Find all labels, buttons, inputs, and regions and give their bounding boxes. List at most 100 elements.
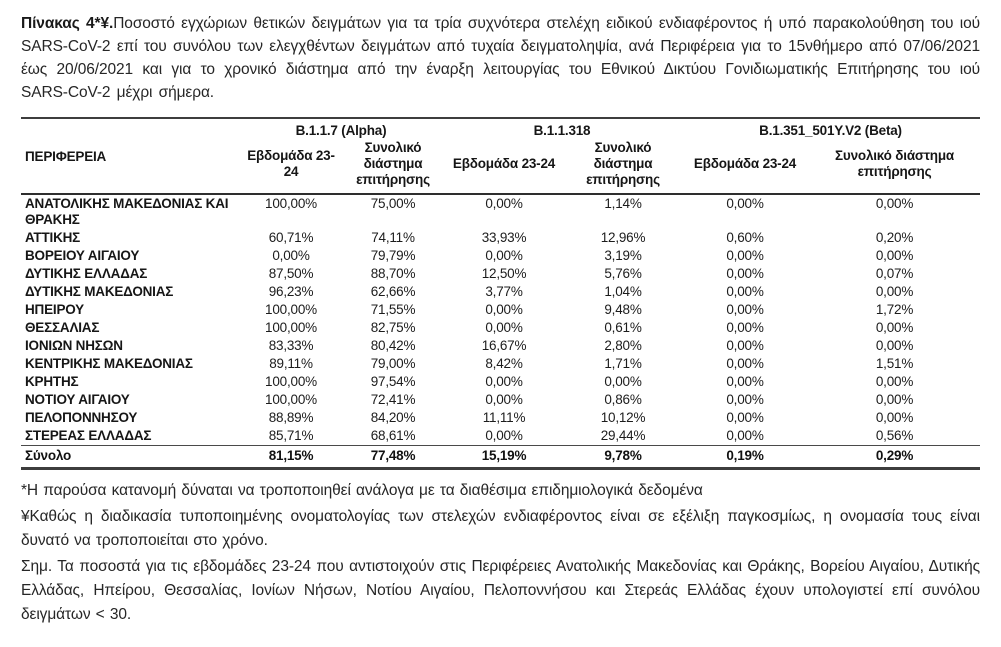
value-cell: 1,72% xyxy=(875,302,914,317)
col-header-b1318-total: Συνολικό διάστημα επιτήρησης xyxy=(586,140,660,187)
col-header-alpha-total: Συνολικό διάστημα επιτήρησης xyxy=(356,140,430,187)
total-value-cell: 15,19% xyxy=(481,448,527,463)
region-cell: ΚΡΗΤΗΣ xyxy=(25,374,79,389)
value-cell: 0,00% xyxy=(272,248,310,263)
value-cell: 1,14% xyxy=(604,196,642,211)
value-cell: 83,33% xyxy=(268,338,314,353)
region-cell: ΠΕΛΟΠΟΝΝΗΣΟΥ xyxy=(25,410,138,425)
value-cell: 10,12% xyxy=(600,410,646,425)
region-cell: ΙΟΝΙΩΝ ΝΗΣΩΝ xyxy=(25,338,123,353)
value-cell: 89,11% xyxy=(269,356,313,371)
value-cell: 79,00% xyxy=(370,356,416,371)
value-cell: 62,66% xyxy=(370,284,416,299)
value-cell: 0,00% xyxy=(726,374,764,389)
value-cell: 3,77% xyxy=(485,284,523,299)
value-cell: 0,00% xyxy=(875,392,914,407)
value-cell: 0,00% xyxy=(875,374,914,389)
region-cell: ΝΟΤΙΟΥ ΑΙΓΑΙΟΥ xyxy=(25,392,130,407)
footnote-nomenclature: ¥Καθώς η διαδικασία τυποποιημένης ονοματ… xyxy=(21,508,980,549)
value-cell: 0,00% xyxy=(875,338,914,353)
value-cell: 0,00% xyxy=(875,248,914,263)
region-cell: ΘΕΣΣΑΛΙΑΣ xyxy=(25,320,100,335)
value-cell: 33,93% xyxy=(481,230,527,245)
table-row: ΚΕΝΤΡΙΚΗΣ ΜΑΚΕΔΟΝΙΑΣ 89,11% 79,00% 8,42%… xyxy=(21,355,980,373)
value-cell: 100,00% xyxy=(265,392,317,407)
value-cell: 0,00% xyxy=(485,320,523,335)
value-cell: 0,00% xyxy=(485,392,523,407)
value-cell: 85,71% xyxy=(268,428,314,443)
region-cell: ΔΥΤΙΚΗΣ ΕΛΛΑΔΑΣ xyxy=(25,266,148,281)
table-row: ΘΕΣΣΑΛΙΑΣ 100,00% 82,75% 0,00% 0,61% 0,0… xyxy=(21,319,980,337)
value-cell: 0,07% xyxy=(875,266,914,281)
footnotes-section: *Η παρούσα κατανομή δύναται να τροποποιη… xyxy=(21,479,980,627)
total-value-cell: 77,48% xyxy=(370,448,416,463)
value-cell: 0,00% xyxy=(726,428,764,443)
region-cell: ΑΤΤΙΚΗΣ xyxy=(25,230,81,245)
value-cell: 87,50% xyxy=(268,266,314,281)
region-cell: ΚΕΝΤΡΙΚΗΣ ΜΑΚΕΔΟΝΙΑΣ xyxy=(25,356,193,371)
table-row: ΚΡΗΤΗΣ 100,00% 97,54% 0,00% 0,00% 0,00% … xyxy=(21,373,980,391)
total-value-cell: 0,19% xyxy=(726,448,764,463)
col-header-b1318-week: Εβδομάδα 23-24 xyxy=(452,156,556,171)
value-cell: 0,00% xyxy=(726,356,764,371)
value-cell: 0,00% xyxy=(875,410,914,425)
value-cell: 0,00% xyxy=(875,196,914,211)
region-cell: ΣΤΕΡΕΑΣ ΕΛΛΑΔΑΣ xyxy=(25,428,152,443)
value-cell: 0,00% xyxy=(726,410,764,425)
value-cell: 11,11% xyxy=(482,410,526,425)
variant-group-alpha: B.1.1.7 (Alpha) xyxy=(295,123,387,138)
table-body: ΑΝΑΤΟΛΙΚΗΣ ΜΑΚΕΔΟΝΙΑΣ ΚΑΙ ΘΡΑΚΗΣ 100,00%… xyxy=(21,194,981,469)
value-cell: 100,00% xyxy=(265,302,317,317)
table-row: ΔΥΤΙΚΗΣ ΜΑΚΕΔΟΝΙΑΣ 96,23% 62,66% 3,77% 1… xyxy=(21,283,980,301)
table-number-label: Πίνακας 4*¥. xyxy=(21,15,114,32)
variant-group-beta: B.1.351_501Y.V2 (Beta) xyxy=(759,123,902,138)
table-row: ΙΟΝΙΩΝ ΝΗΣΩΝ 83,33% 80,42% 16,67% 2,80% … xyxy=(21,337,980,355)
value-cell: 1,04% xyxy=(604,284,642,299)
value-cell: 0,61% xyxy=(604,320,642,335)
value-cell: 60,71% xyxy=(268,230,314,245)
value-cell: 0,00% xyxy=(485,374,523,389)
value-cell: 0,00% xyxy=(726,284,764,299)
table-row: ΣΤΕΡΕΑΣ ΕΛΛΑΔΑΣ 85,71% 68,61% 0,00% 29,4… xyxy=(21,427,980,446)
value-cell: 97,54% xyxy=(370,374,416,389)
value-cell: 0,00% xyxy=(726,196,764,211)
value-cell: 75,00% xyxy=(370,196,416,211)
value-cell: 82,75% xyxy=(370,320,416,335)
col-header-alpha-week: Εβδομάδα 23-24 xyxy=(247,148,335,179)
value-cell: 72,41% xyxy=(370,392,416,407)
table-row: ΝΟΤΙΟΥ ΑΙΓΑΙΟΥ 100,00% 72,41% 0,00% 0,86… xyxy=(21,391,980,409)
table-row: ΗΠΕΙΡΟΥ 100,00% 71,55% 0,00% 9,48% 0,00%… xyxy=(21,301,980,319)
col-header-beta-week: Εβδομάδα 23-24 xyxy=(693,156,797,171)
value-cell: 88,89% xyxy=(268,410,314,425)
value-cell: 0,20% xyxy=(875,230,914,245)
table-row: ΑΤΤΙΚΗΣ 60,71% 74,11% 33,93% 12,96% 0,60… xyxy=(21,229,980,247)
table-row: ΠΕΛΟΠΟΝΝΗΣΟΥ 88,89% 84,20% 11,11% 10,12%… xyxy=(21,409,980,427)
value-cell: 12,50% xyxy=(481,266,527,281)
value-cell: 0,00% xyxy=(726,392,764,407)
value-cell: 0,60% xyxy=(726,230,764,245)
value-cell: 100,00% xyxy=(265,196,317,211)
region-cell: ΑΝΑΤΟΛΙΚΗΣ ΜΑΚΕΔΟΝΙΑΣ ΚΑΙ ΘΡΑΚΗΣ xyxy=(25,196,229,227)
document-page: Πίνακας 4*¥.Ποσοστό εγχώριων θετικών δει… xyxy=(21,12,981,627)
value-cell: 2,80% xyxy=(604,338,642,353)
value-cell: 96,23% xyxy=(268,284,314,299)
total-label: Σύνολο xyxy=(25,448,72,463)
value-cell: 29,44% xyxy=(600,428,646,443)
region-column-header: ΠΕΡΙΦΕΡΕΙΑ xyxy=(25,148,107,164)
value-cell: 0,00% xyxy=(875,320,914,335)
value-cell: 0,00% xyxy=(726,320,764,335)
value-cell: 5,76% xyxy=(604,266,642,281)
region-cell: ΒΟΡΕΙΟΥ ΑΙΓΑΙΟΥ xyxy=(25,248,140,263)
value-cell: 0,86% xyxy=(604,392,642,407)
value-cell: 0,00% xyxy=(726,338,764,353)
value-cell: 80,42% xyxy=(370,338,416,353)
value-cell: 84,20% xyxy=(370,410,416,425)
variant-group-b1318: B.1.1.318 xyxy=(533,123,591,138)
variant-group-header-row: ΠΕΡΙΦΕΡΕΙΑ B.1.1.7 (Alpha) B.1.1.318 B.1… xyxy=(21,118,980,164)
value-cell: 0,00% xyxy=(485,248,523,263)
value-cell: 0,00% xyxy=(726,302,764,317)
page-title: Πίνακας 4*¥.Ποσοστό εγχώριων θετικών δει… xyxy=(21,12,980,104)
value-cell: 0,00% xyxy=(485,428,523,443)
value-cell: 3,19% xyxy=(604,248,642,263)
value-cell: 0,56% xyxy=(875,428,914,443)
